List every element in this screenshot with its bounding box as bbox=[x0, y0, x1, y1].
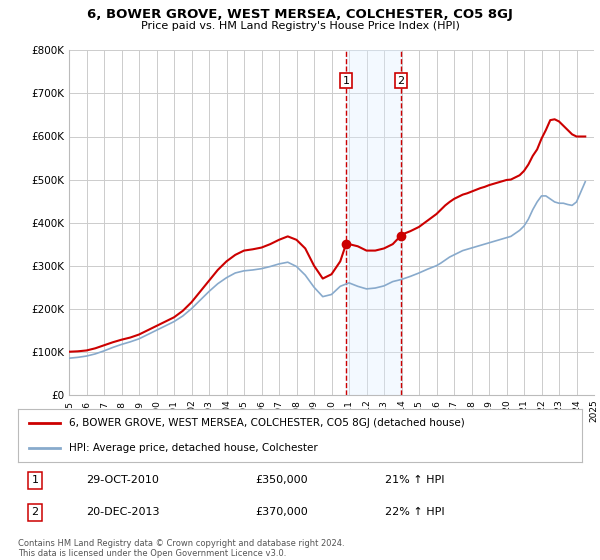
Text: 1: 1 bbox=[343, 76, 350, 86]
Text: 20-DEC-2013: 20-DEC-2013 bbox=[86, 507, 159, 517]
Text: 29-OCT-2010: 29-OCT-2010 bbox=[86, 475, 158, 485]
Text: 2: 2 bbox=[31, 507, 38, 517]
Text: 21% ↑ HPI: 21% ↑ HPI bbox=[385, 475, 444, 485]
Text: 1: 1 bbox=[31, 475, 38, 485]
Text: £350,000: £350,000 bbox=[255, 475, 308, 485]
Text: 2: 2 bbox=[397, 76, 404, 86]
Text: Contains HM Land Registry data © Crown copyright and database right 2024.
This d: Contains HM Land Registry data © Crown c… bbox=[18, 539, 344, 558]
Text: Price paid vs. HM Land Registry's House Price Index (HPI): Price paid vs. HM Land Registry's House … bbox=[140, 21, 460, 31]
Text: 6, BOWER GROVE, WEST MERSEA, COLCHESTER, CO5 8GJ (detached house): 6, BOWER GROVE, WEST MERSEA, COLCHESTER,… bbox=[69, 418, 464, 428]
Bar bbox=[346, 50, 401, 395]
Text: £370,000: £370,000 bbox=[255, 507, 308, 517]
Text: HPI: Average price, detached house, Colchester: HPI: Average price, detached house, Colc… bbox=[69, 443, 317, 453]
Text: 22% ↑ HPI: 22% ↑ HPI bbox=[385, 507, 444, 517]
Text: 6, BOWER GROVE, WEST MERSEA, COLCHESTER, CO5 8GJ: 6, BOWER GROVE, WEST MERSEA, COLCHESTER,… bbox=[87, 8, 513, 21]
